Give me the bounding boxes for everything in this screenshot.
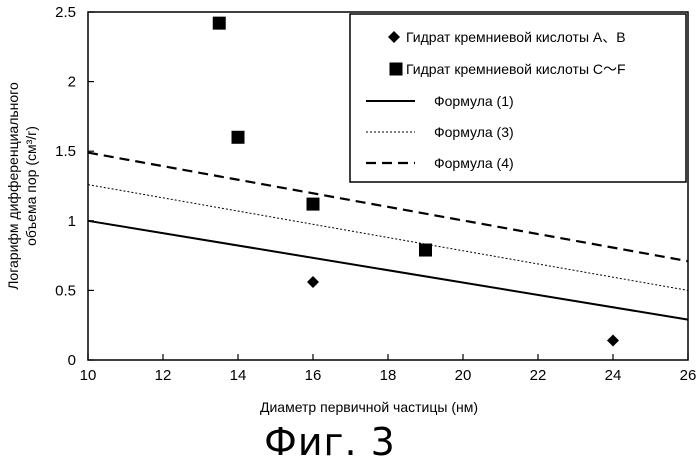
x-tick-label: 10	[80, 367, 97, 384]
legend-square-icon	[389, 62, 403, 76]
legend-label: Формула (4)	[434, 155, 514, 171]
square-data-point	[212, 16, 226, 30]
legend-label: Формула (1)	[434, 93, 514, 109]
square-data-point	[231, 130, 245, 144]
x-tick-label: 12	[155, 367, 172, 384]
legend-label: Гидрат кремниевой кислоты A、B	[406, 29, 626, 45]
legend-diamond-icon	[388, 31, 400, 43]
y-tick-label: 0.5	[55, 282, 76, 299]
y-axis-ticks: 0 0.5 1 1.5 2 2.5	[55, 4, 94, 369]
legend-label: Гидрат кремниевой кислоты C〜F	[406, 61, 626, 77]
y-axis-title-line1: Логарифм дифференциального	[5, 82, 21, 290]
x-tick-label: 24	[605, 367, 622, 384]
series-line-dashed	[87, 151, 689, 263]
diamond-data-point	[607, 334, 619, 347]
x-tick-label: 20	[455, 367, 472, 384]
legend-items: Гидрат кремниевой кислоты A、B Гидрат крем…	[366, 29, 626, 171]
series-line-solid	[87, 219, 689, 321]
x-tick-label: 16	[305, 367, 322, 384]
series-line-dotted	[87, 184, 689, 291]
y-tick-label: 1	[68, 213, 76, 230]
legend: Гидрат кремниевой кислоты A、B Гидрат крем…	[349, 13, 687, 183]
x-axis-ticks: 10 12 14 16 18 20 22 24 26	[80, 354, 697, 384]
x-tick-label: 26	[680, 367, 697, 384]
y-tick-label: 0	[68, 352, 76, 369]
legend-label: Формула (3)	[434, 124, 514, 140]
diamond-data-point	[307, 276, 319, 289]
y-tick-label: 1.5	[55, 143, 76, 160]
legend-frame	[349, 13, 687, 183]
x-tick-label: 18	[380, 367, 397, 384]
chart: 10 12 14 16 18 20 22 24 26 0 0.5 1 1.5 2 2.5 Диаметр …	[5, 4, 697, 415]
series-lines	[87, 151, 689, 321]
figure-caption: Фиг. 3	[264, 420, 396, 464]
square-data-point	[419, 243, 432, 257]
y-axis-title-line2: объема пор (см³/г)	[23, 126, 39, 246]
y-tick-label: 2	[68, 74, 76, 91]
y-tick-label: 2.5	[55, 4, 76, 21]
x-axis-title: Диаметр первичной частицы (нм)	[260, 399, 478, 415]
series-points	[212, 16, 619, 347]
square-data-point	[306, 197, 320, 211]
x-tick-label: 14	[230, 367, 247, 384]
x-tick-label: 22	[530, 367, 547, 384]
